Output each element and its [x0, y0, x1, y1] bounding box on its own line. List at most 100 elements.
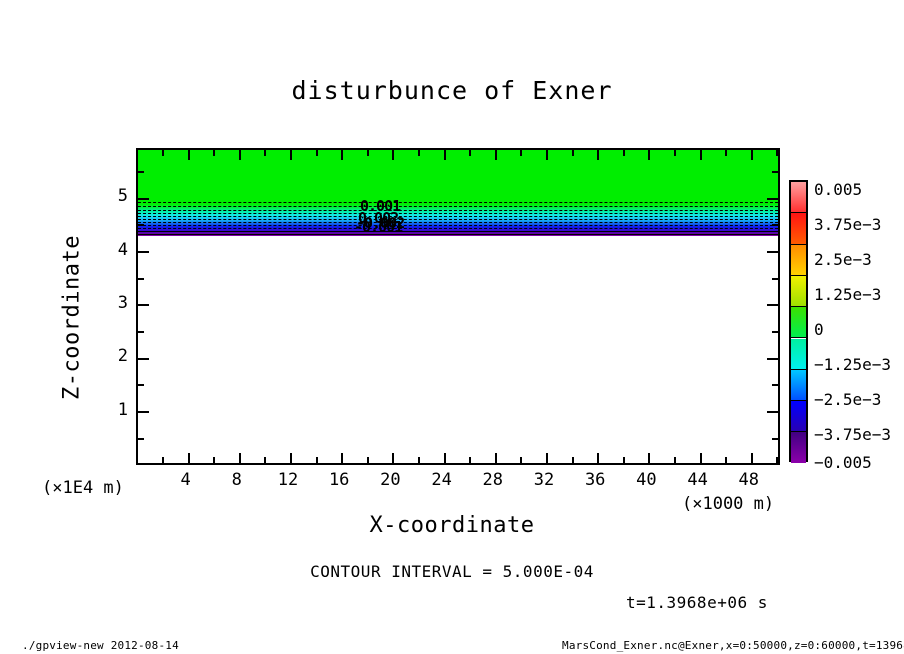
x-tick-major-top — [750, 150, 753, 160]
x-axis-units: (×1000 m) — [682, 494, 775, 514]
x-tick-minor — [776, 457, 778, 463]
contour-line — [138, 213, 778, 214]
x-tick-minor — [264, 457, 267, 463]
y-tick-major-right — [767, 410, 778, 413]
x-tick-major-top — [290, 150, 292, 160]
y-tick-label: 2 — [117, 346, 128, 366]
footer-command: ./gpview-new 2012-08-14 — [22, 639, 179, 652]
colorbar-band — [791, 432, 806, 464]
y-tick-minor-right — [772, 277, 778, 280]
x-tick-major — [648, 453, 651, 463]
y-tick-minor — [138, 384, 144, 387]
x-tick-major-top — [443, 150, 446, 160]
x-tick-major-top — [597, 150, 600, 160]
contour-label: 0.001 — [360, 197, 401, 215]
x-tick-minor — [571, 457, 574, 463]
x-axis-title: X-coordinate — [369, 513, 535, 538]
colorbar-tick-label: −1.25e−3 — [814, 355, 892, 374]
y-tick-minor — [138, 330, 144, 333]
y-tick-minor — [138, 277, 144, 280]
contour-line — [138, 219, 778, 220]
contour-line — [138, 228, 778, 229]
x-tick-major-top — [341, 150, 344, 160]
footer-datasource: MarsCond_Exner.nc@Exner,x=0:50000,z=0:60… — [562, 639, 904, 652]
x-tick-major — [750, 453, 753, 463]
colorbar-tick-label: 0.005 — [814, 180, 863, 199]
y-axis-units: (×1E4 m) — [42, 478, 124, 498]
x-tick-label: 36 — [584, 470, 606, 490]
x-tick-major — [699, 453, 702, 463]
y-tick-major — [138, 197, 149, 200]
page-title: disturbunce of Exner — [291, 76, 613, 105]
field-disturbance-band — [138, 204, 778, 236]
colorbar-band — [791, 275, 806, 308]
x-tick-minor — [162, 457, 164, 463]
x-tick-major-top — [699, 150, 702, 160]
x-tick-minor-top — [571, 150, 574, 156]
x-tick-major — [546, 453, 548, 463]
y-tick-major — [138, 357, 149, 360]
x-tick-label: 12 — [277, 470, 299, 490]
y-tick-major-right — [767, 357, 778, 360]
y-tick-major-right — [767, 197, 778, 200]
colorbar-tick-label: 2.5e−3 — [814, 250, 872, 269]
y-tick-major — [138, 250, 149, 253]
contour-interval-note: CONTOUR INTERVAL = 5.000E-04 — [310, 562, 594, 581]
x-tick-minor-top — [622, 150, 625, 156]
colorbar-tick-label: −0.005 — [814, 453, 872, 472]
x-tick-major — [597, 453, 600, 463]
x-tick-minor — [469, 457, 472, 463]
x-tick-minor — [725, 457, 728, 463]
y-tick-minor-right — [772, 384, 778, 387]
contour-line — [138, 231, 778, 232]
x-tick-label: 20 — [380, 470, 401, 490]
y-tick-label: 3 — [117, 293, 128, 313]
y-tick-major-right — [767, 304, 778, 307]
x-tick-major-top — [648, 150, 651, 160]
y-tick-major-right — [767, 250, 778, 253]
time-label: t=1.3968e+06 s — [626, 593, 768, 612]
x-tick-minor-top — [264, 150, 267, 156]
colorbar-tick-label: −3.75e−3 — [814, 425, 892, 444]
y-tick-minor-right — [772, 224, 778, 227]
contour-label: -0.001 — [354, 218, 403, 236]
y-tick-minor — [138, 437, 144, 440]
x-tick-minor-top — [418, 150, 420, 156]
colorbar-band — [791, 369, 806, 402]
x-tick-minor-top — [213, 150, 216, 156]
x-tick-label: 16 — [328, 470, 350, 490]
contour-label: -0.002 — [356, 214, 405, 232]
x-tick-minor-top — [366, 150, 369, 156]
y-tick-minor-right — [772, 330, 778, 333]
x-tick-minor — [418, 457, 420, 463]
x-tick-major — [341, 453, 344, 463]
contour-line — [138, 210, 778, 211]
x-tick-label: 40 — [636, 470, 657, 490]
x-tick-major-top — [238, 150, 241, 160]
x-tick-label: 32 — [533, 470, 555, 490]
x-tick-minor-top — [315, 150, 318, 156]
x-tick-major — [443, 453, 446, 463]
x-tick-minor-top — [520, 150, 523, 156]
y-tick-minor-right — [772, 170, 778, 173]
contour-line — [138, 202, 778, 203]
x-tick-label: 48 — [738, 470, 760, 490]
contour-line — [138, 216, 778, 217]
y-tick-label: 1 — [117, 400, 128, 420]
x-tick-major-top — [392, 150, 395, 160]
y-tick-label: 4 — [117, 240, 128, 260]
x-tick-minor-top — [469, 150, 472, 156]
colorbar — [789, 180, 808, 464]
contour-line — [138, 225, 778, 226]
x-tick-major — [290, 453, 292, 463]
contour-line — [138, 222, 778, 223]
colorbar-tick-label: 0 — [814, 320, 824, 339]
y-axis-title: Z-coordinate — [59, 235, 85, 400]
colorbar-tick-label: −2.5e−3 — [814, 390, 882, 409]
colorbar-band — [791, 401, 806, 433]
x-tick-label: 4 — [180, 470, 191, 490]
colorbar-band — [791, 338, 806, 370]
x-tick-label: 44 — [687, 470, 708, 490]
field-uniform-region — [138, 150, 778, 204]
x-tick-minor — [366, 457, 369, 463]
